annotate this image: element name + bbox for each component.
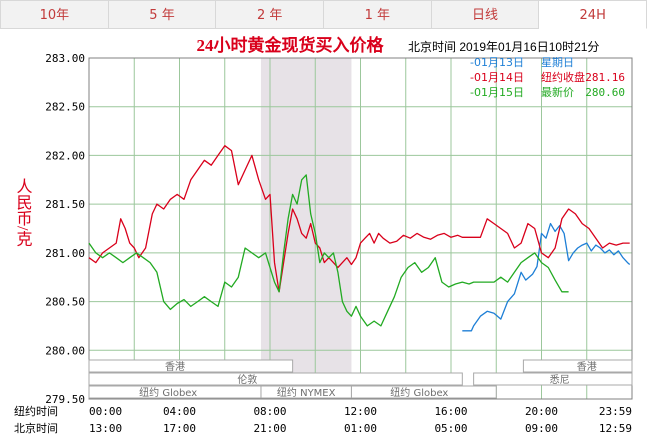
x-tick-label-ny: 08:00 [253,405,286,418]
market-session-bar [350,385,497,399]
x-tick-label-beijing: 05:00 [434,422,467,435]
x-tick-label-ny: 20:00 [525,405,558,418]
x-tick-label-beijing: 12:59 [599,422,632,435]
gold-price-chart: 283.00 282.50 282.00 281.50 281.00 280.50 280.… [14,35,633,435]
tab-daily[interactable]: 日线 [431,0,540,29]
x-tick-label-ny: 16:00 [434,405,467,418]
legend-entry-value: 281.16 [585,71,625,84]
y-tick-label: 281.50 [45,198,85,211]
x-tick-label-beijing: 09:00 [525,422,558,435]
y-tick-label: 281.00 [45,247,85,260]
legend-entry-date: -01月15日 [470,86,524,99]
legend-entry-date: -01月13日 [470,56,524,69]
tab-2-years[interactable]: 2 年 [216,0,325,29]
series-line-green [88,174,569,327]
series-line-red [88,145,630,293]
x-tick-label-beijing: 21:00 [253,422,286,435]
legend-entry-label: 最新价 [541,85,574,99]
market-session-label: 纽约 Globex [139,386,197,399]
market-session-label: 纽约 NYMEX [277,386,336,399]
legend-entry-date: -01月14日 [470,71,524,84]
market-session-bar [88,359,294,373]
y-tick-label: 279.50 [45,393,85,406]
y-tick-label: 280.50 [45,296,85,309]
y-tick-label: 283.00 [45,52,85,65]
x-tick-label-ny: 23:59 [599,405,632,418]
tab-5-years[interactable]: 5 年 [108,0,217,29]
x-tick-label-beijing: 13:00 [89,422,122,435]
x-tick-label-beijing: 01:00 [344,422,377,435]
tab-1-year[interactable]: 1 年 [324,0,432,29]
market-session-bar [522,359,633,373]
current-time: 北京时间 2019年01月16日10时21分 [408,40,599,54]
legend: -01月13日 星期日 -01月14日 纽约收盘 281.16 -01月15日 最新价 280… [470,56,625,99]
x-tick-label-ny: 12:00 [344,405,377,418]
nymex-session-band [260,58,352,399]
market-session-label: 香港 [165,361,185,373]
market-session-bar [473,372,633,386]
x-tick-label-beijing: 17:00 [163,422,196,435]
tab-10-years[interactable]: 10年 [0,0,109,29]
legend-entry-label: 纽约收盘 [541,70,585,84]
chart-title: 24小时黄金现货买入价格 [197,35,385,55]
y-tick-label: 282.00 [45,149,85,162]
y-tick-label: 280.00 [45,344,85,357]
legend-entry-label: 星期日 [541,56,574,69]
y-tick-label: 282.50 [45,101,85,114]
x-tick-label-ny: 04:00 [163,405,196,418]
beijing-time-row-label: 北京时间 [14,421,58,435]
market-session-bar [88,372,463,386]
plot-frame [88,57,633,400]
market-session-bar [88,385,262,399]
market-session-label: 伦敦 [237,373,257,386]
period-tabs: 10年 5 年 2 年 1 年 日线 24H [0,0,647,30]
market-session-label: 悉尼 [550,374,570,386]
x-tick-label-ny: 00:00 [89,405,122,418]
market-session-label: 香港 [577,361,597,373]
legend-entry-value: 280.60 [585,86,625,99]
y-axis-label: 人民币/克 [14,178,33,248]
series-line-blue [462,222,631,332]
market-session-label: 纽约 Globex [390,386,448,399]
tab-24h[interactable]: 24H [539,0,647,29]
ny-time-row-label: 纽约时间 [14,404,58,418]
